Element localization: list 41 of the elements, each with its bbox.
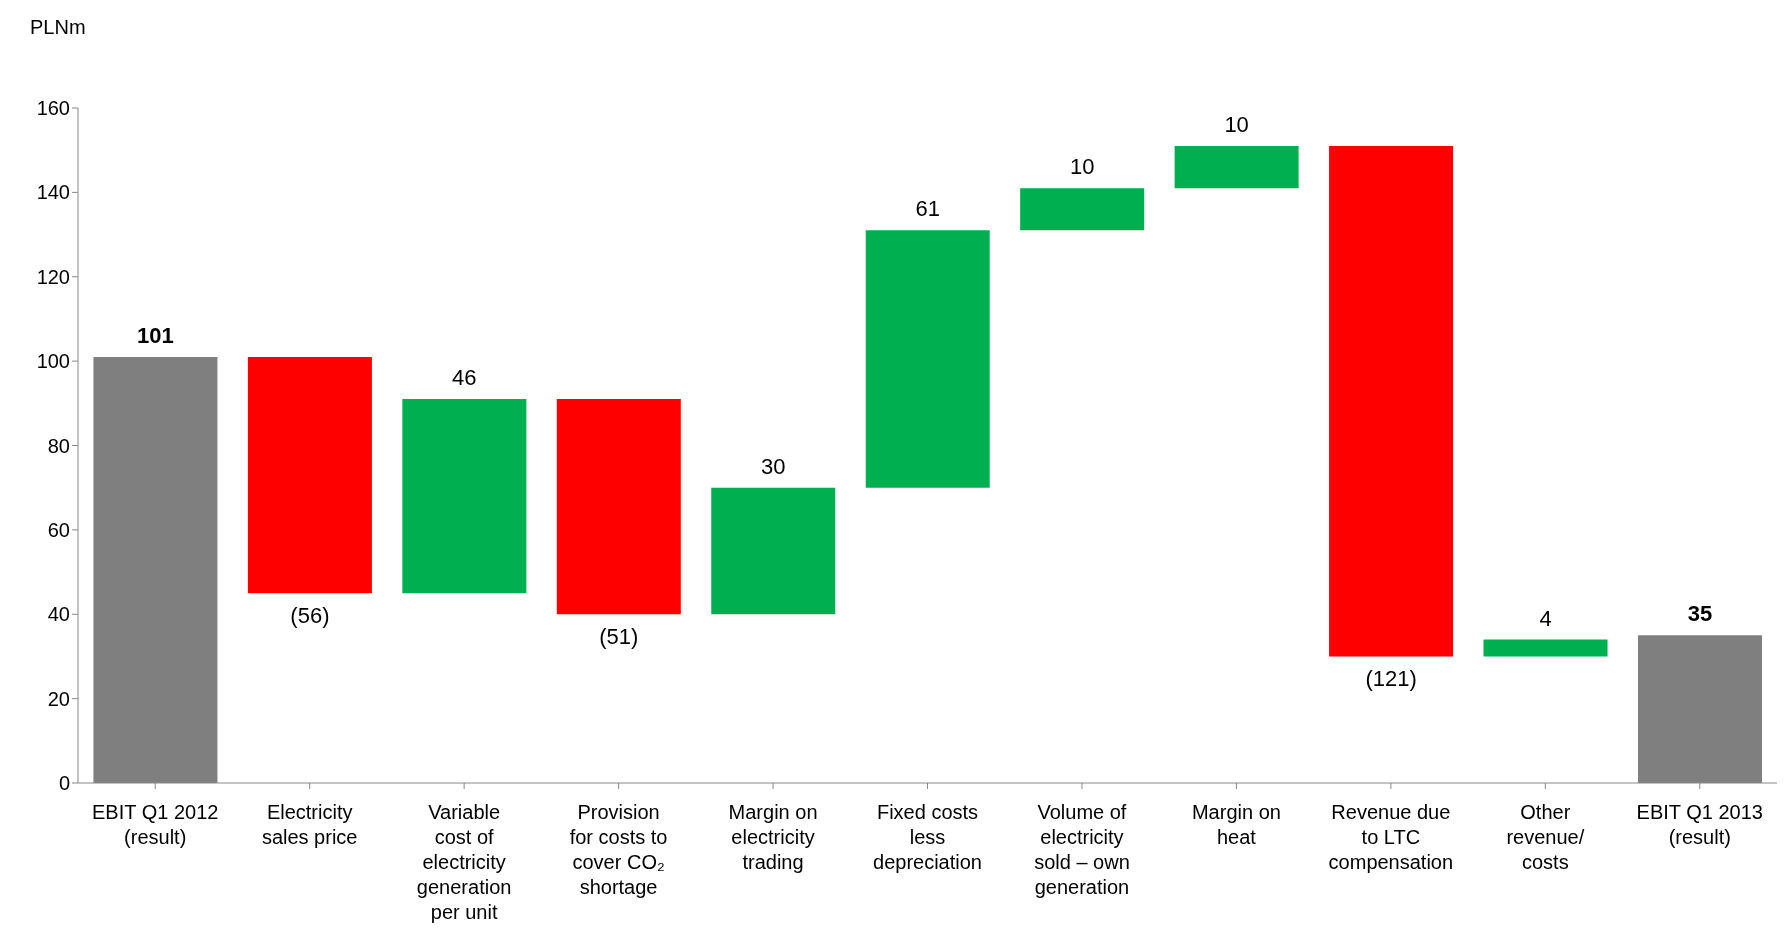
data-label: 10: [1069, 154, 1095, 180]
x-tick-label: EBIT Q1 2013 (result): [1636, 801, 1763, 848]
data-label: 35: [1687, 601, 1713, 627]
bar: [1174, 145, 1299, 189]
y-tick-label: 20: [47, 687, 70, 710]
x-tick-label: Fixed costs less depreciation: [873, 801, 982, 873]
y-tick-label: 140: [36, 181, 70, 204]
bar: [865, 230, 990, 488]
x-tick-label: Margin on heat: [1191, 801, 1281, 848]
x-tick-label: Other revenue/ costs: [1506, 801, 1585, 873]
x-tick-label: Provision for costs to cover CO₂ shortage: [569, 801, 668, 898]
bar: [556, 399, 681, 615]
y-tick-label: 160: [36, 97, 70, 120]
y-axis-title: PLNm: [30, 16, 86, 39]
x-tick-label: EBIT Q1 2012 (result): [92, 801, 219, 848]
y-tick-label: 0: [58, 772, 70, 795]
bar: [1483, 639, 1608, 657]
y-tick-label: 100: [36, 350, 70, 373]
data-label: 46: [452, 365, 477, 391]
data-label: 61: [915, 196, 940, 222]
x-tick-label: Revenue due to LTC compensation: [1328, 801, 1454, 873]
bar: [402, 399, 527, 594]
bar: [1020, 188, 1145, 231]
data-label: 101: [137, 322, 174, 348]
x-tick-label: Variable cost of electricity generation per unit: [416, 801, 512, 923]
y-tick-label: 40: [47, 603, 70, 626]
y-tick-label: 120: [36, 265, 70, 288]
bar: [711, 487, 836, 615]
data-label: (56): [290, 603, 330, 629]
data-label: (121): [1365, 666, 1417, 692]
y-tick-label: 80: [47, 434, 70, 457]
data-label: 30: [761, 453, 786, 479]
data-label: (51): [599, 624, 639, 650]
y-tick-label: 60: [47, 518, 70, 541]
data-label: 4: [1539, 605, 1552, 631]
bar: [1329, 145, 1454, 657]
x-tick-label: Electricity sales price: [261, 801, 358, 848]
data-label: 10: [1224, 111, 1249, 137]
x-tick-label: Margin on electricity trading: [728, 801, 818, 873]
bar: [247, 356, 372, 594]
x-tick-label: Volume of electricity sold – own generation: [1034, 801, 1130, 898]
